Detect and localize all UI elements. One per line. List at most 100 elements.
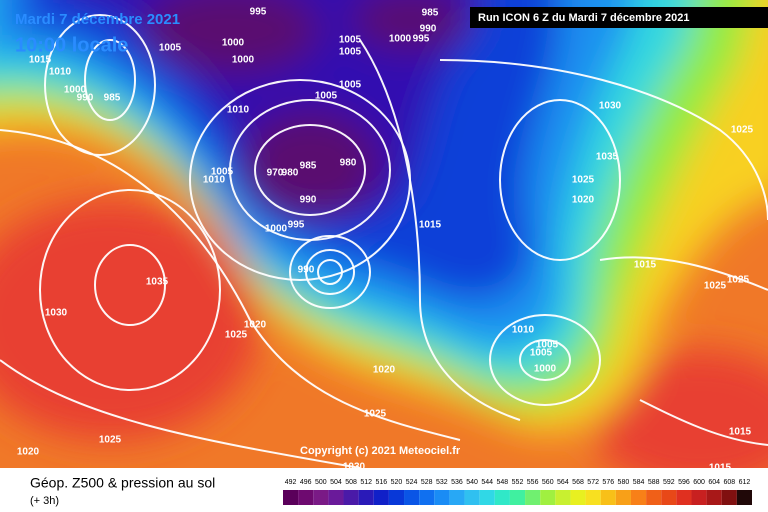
scale-label: 528 (421, 479, 433, 486)
isobar-label: 1005 (530, 348, 553, 359)
scale-label: 516 (375, 479, 387, 486)
isobar-label: 1020 (572, 195, 595, 206)
scale-label: 600 (693, 479, 705, 486)
scale-label: 492 (285, 479, 297, 486)
isobar-label: 995 (250, 7, 267, 18)
isobar-label: 1015 (709, 463, 732, 474)
isobar-label: 1000 (389, 34, 412, 45)
isobar-label: 1020 (244, 320, 267, 331)
isobar-label: 980 (340, 158, 357, 169)
scale-swatch (600, 490, 616, 505)
isobar-label: 1005 (339, 35, 362, 46)
scale-swatch (328, 490, 344, 505)
scale-label: 500 (315, 479, 327, 486)
scale-swatch (313, 490, 329, 505)
isobar-label: 1015 (729, 427, 752, 438)
isobar-label: 1025 (572, 175, 595, 186)
scale-label: 512 (360, 479, 372, 486)
scale-swatch (388, 490, 405, 505)
scale-label: 612 (739, 479, 751, 486)
scale-swatch (676, 490, 692, 505)
isobar-label: 1000 (64, 85, 87, 96)
scale-swatch (585, 490, 601, 505)
scale-label: 584 (633, 479, 645, 486)
scale-swatch (540, 490, 556, 505)
isobar-label: 980 (282, 168, 299, 179)
isobar-label: 1030 (45, 308, 68, 319)
scale-swatch (555, 490, 571, 505)
scale-swatch (570, 490, 586, 505)
isobar-label: 1005 (536, 340, 559, 351)
isobar-label: 1015 (419, 220, 442, 231)
color-scale: 492 496 500 504 508 512 516 520 524 528 532 536 540 5… (283, 479, 752, 505)
scale-label: 572 (587, 479, 599, 486)
isobar-label: 1020 (373, 365, 396, 376)
scale-swatch (706, 490, 722, 505)
scale-label: 596 (678, 479, 690, 486)
isobar-label: 1025 (99, 435, 122, 446)
isobar-label: 1020 (17, 447, 40, 458)
scale-swatch (736, 490, 752, 505)
scale-swatch (373, 490, 389, 505)
isobar-label: 1000 (265, 224, 288, 235)
scale-label: 524 (406, 479, 418, 486)
scale-swatch (479, 490, 495, 505)
run-info: Run ICON 6 Z du Mardi 7 décembre 2021 (478, 12, 690, 24)
isobar-label: 1025 (704, 281, 727, 292)
scale-label: 564 (557, 479, 569, 486)
scale-label: 556 (527, 479, 539, 486)
isobar-label: 1010 (227, 105, 250, 116)
isobar-label: 1025 (731, 125, 754, 136)
legend-subtitle: (+ 3h) (30, 495, 59, 507)
scale-label: 560 (542, 479, 554, 486)
isobar-label: 1005 (159, 43, 182, 54)
isobar-label: 1010 (203, 175, 226, 186)
copyright: Copyright (c) 2021 Meteociel.fr (300, 445, 461, 457)
scale-label: 544 (481, 479, 493, 486)
scale-label: 532 (436, 479, 448, 486)
scale-swatch (721, 490, 737, 505)
isobars (0, 14, 768, 468)
scale-label: 552 (512, 479, 524, 486)
map-time: 10:00 locale (15, 34, 128, 56)
scale-label: 568 (572, 479, 584, 486)
isobar-label: 990 (420, 24, 437, 35)
scale-swatch (691, 490, 707, 505)
scale-label: 580 (618, 479, 630, 486)
isobar-label: 1025 (727, 275, 750, 286)
scale-label: 508 (345, 479, 357, 486)
isobar-label: 970 (267, 168, 284, 179)
isobar-label: 1015 (29, 55, 52, 66)
scale-label: 576 (602, 479, 614, 486)
isobar-label: 990 (298, 265, 315, 276)
scale-swatch (509, 490, 526, 505)
scale-swatch (646, 490, 662, 505)
scale-label: 504 (330, 479, 342, 486)
scale-swatch (343, 490, 359, 505)
isobar-label: 1030 (599, 101, 622, 112)
isobar-label: 1000 (232, 55, 255, 66)
map-date: Mardi 7 décembre 2021 (15, 11, 180, 28)
isobar-label: 995 (413, 34, 430, 45)
scale-label: 604 (708, 479, 720, 486)
isobar-label: 1015 (634, 260, 657, 271)
scale-label: 588 (648, 479, 660, 486)
isobar-label: 1030 (343, 462, 366, 473)
isobar-label: 1025 (225, 330, 248, 341)
scale-swatch (494, 490, 510, 505)
isobar-label: 1005 (315, 91, 338, 102)
legend-title: Géop. Z500 & pression au sol (30, 475, 215, 491)
scale-swatch (419, 490, 435, 505)
isobar-label: 1025 (364, 409, 387, 420)
isobar-label: 1000 (222, 38, 245, 49)
scale-label: 536 (451, 479, 463, 486)
scale-label: 608 (723, 479, 735, 486)
scale-label: 592 (663, 479, 675, 486)
scale-label: 496 (300, 479, 312, 486)
scale-swatch (525, 490, 541, 505)
isobar-label: 1005 (211, 167, 234, 178)
